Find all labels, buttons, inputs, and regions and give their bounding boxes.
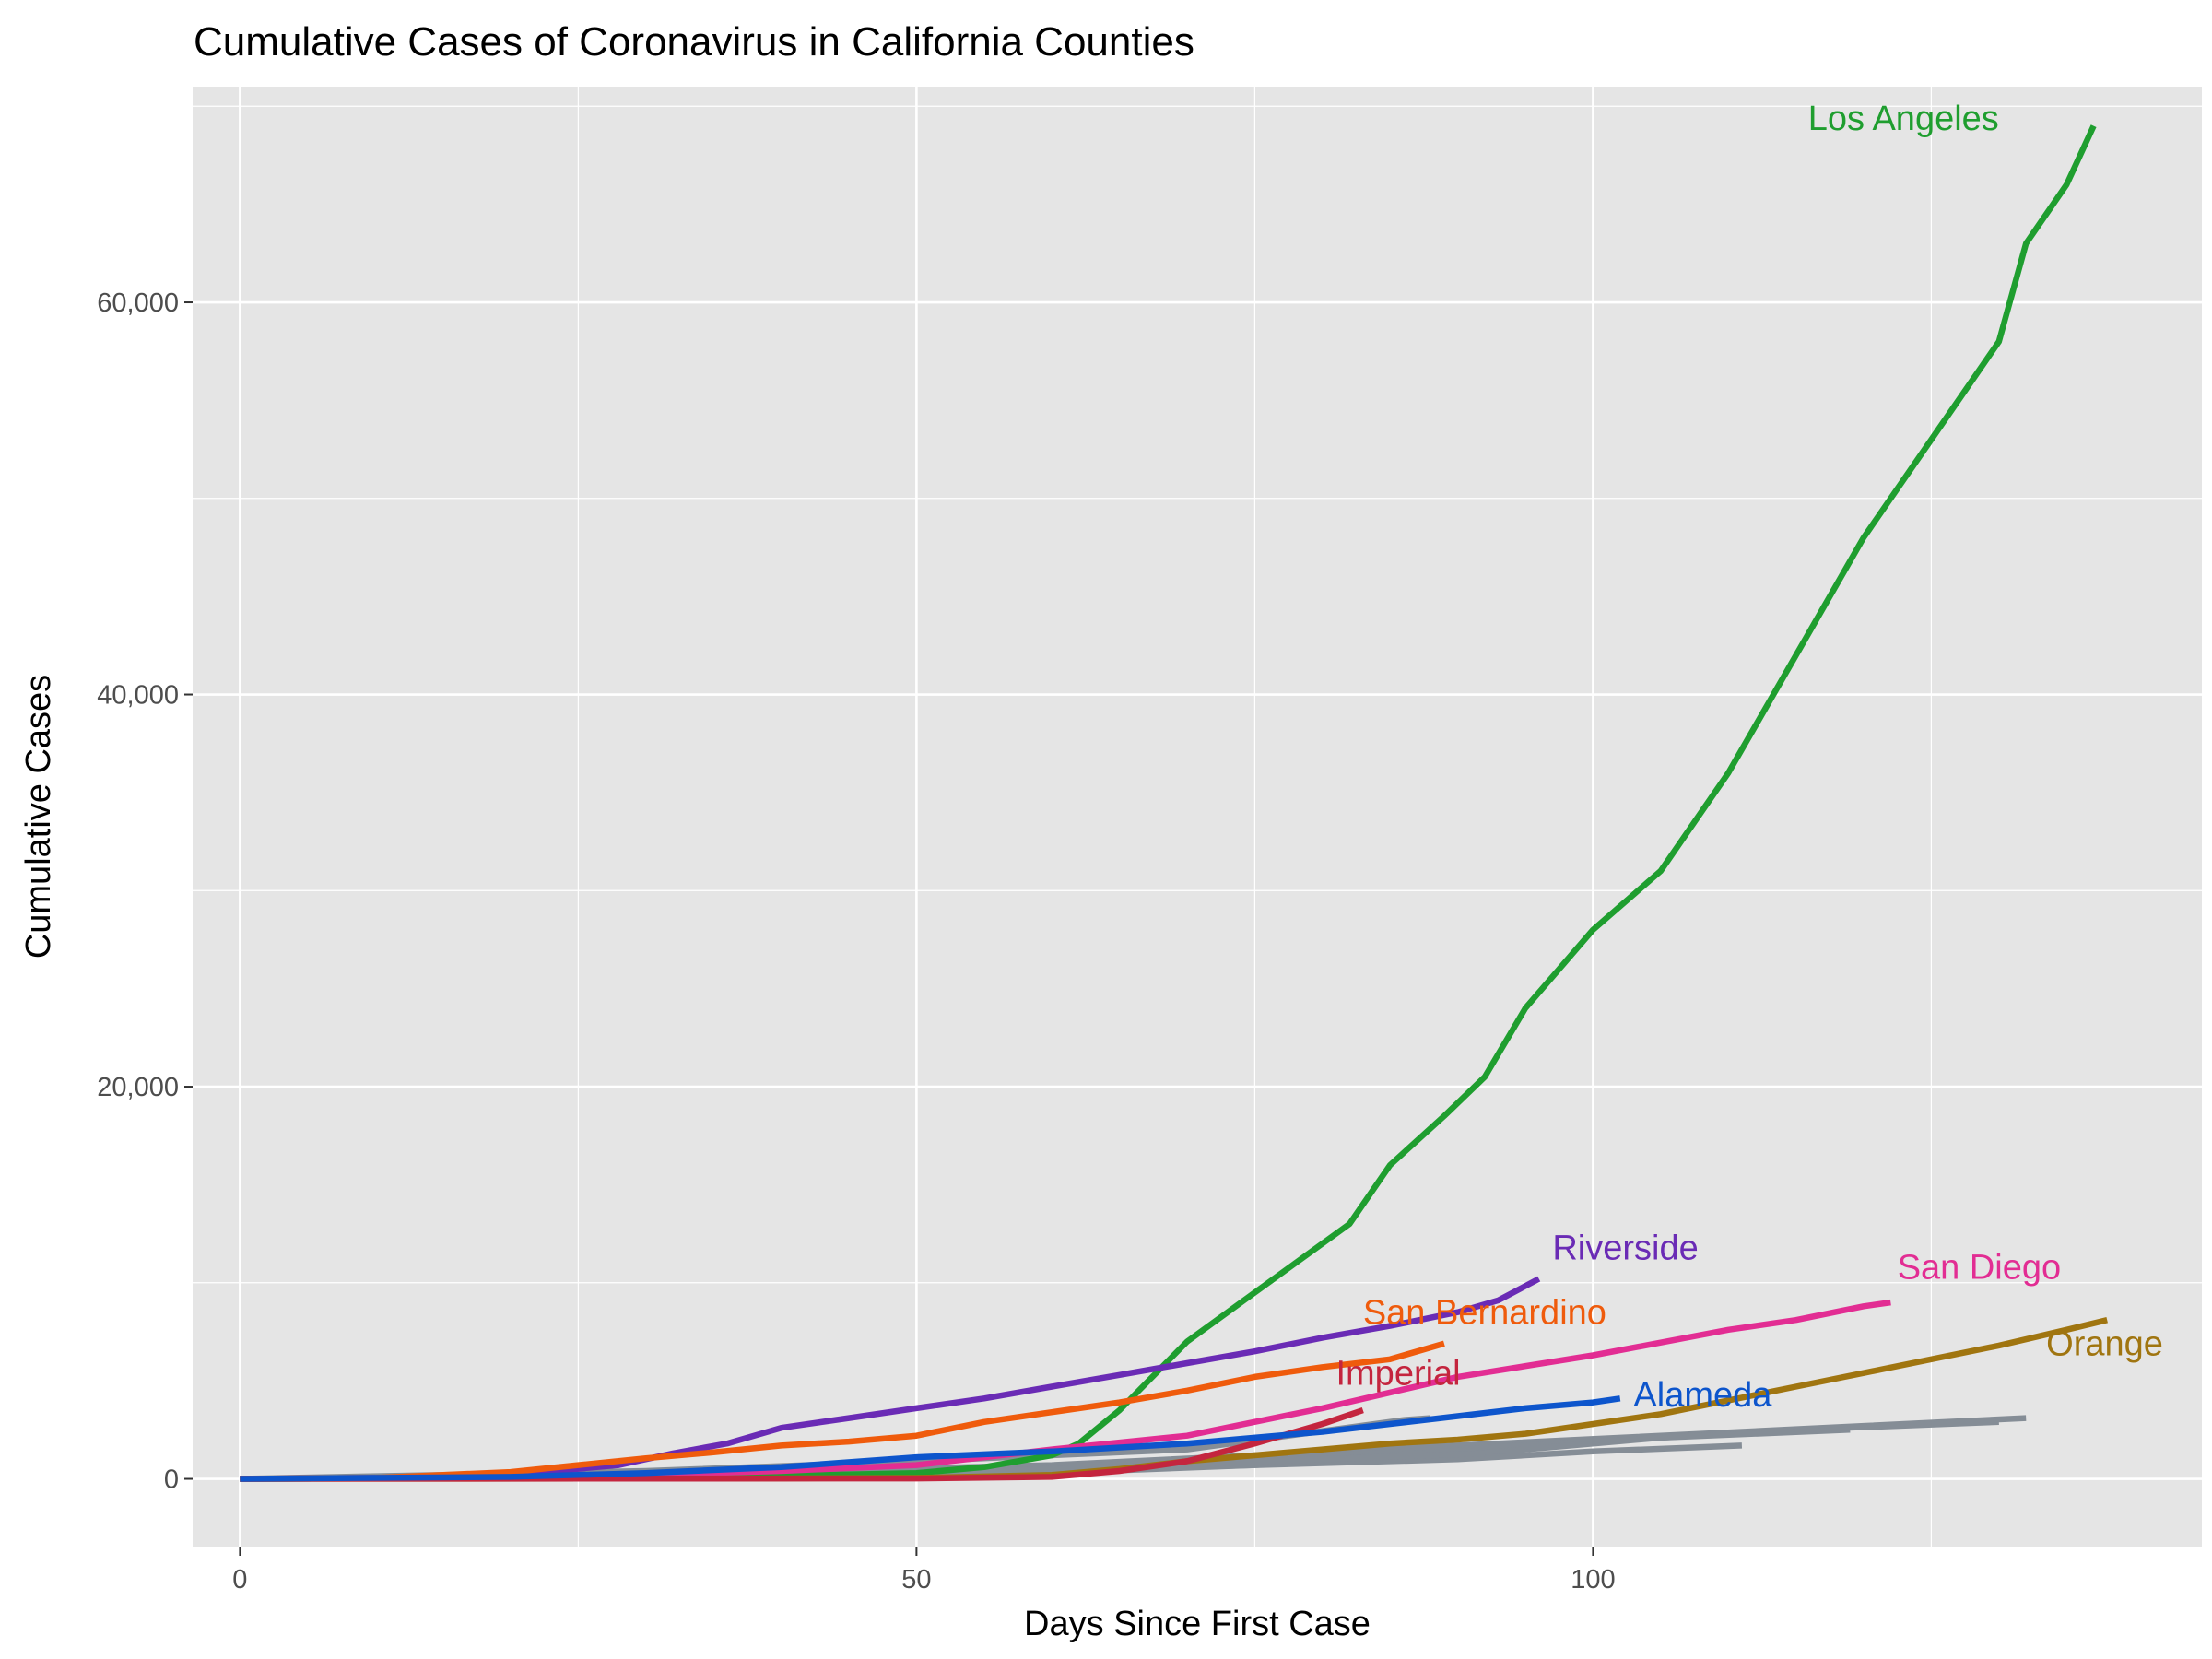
x-axis-title: Days Since First Case — [1024, 1605, 1371, 1643]
series-line-alameda — [240, 1395, 1621, 1482]
series-label-imperial: Imperial — [1335, 1354, 1460, 1393]
series-label-alameda: Alameda — [1633, 1376, 1772, 1415]
series-line-riverside — [240, 1276, 1541, 1482]
series-line-san-bernardino — [240, 1340, 1445, 1482]
y-axis-ticks: 0 20,000 40,000 60,000 — [97, 288, 193, 1495]
chart-title: Cumulative Cases of Coronavirus in Calif… — [194, 19, 1194, 65]
minor-gridlines — [193, 87, 2202, 1547]
y-tick-label: 0 — [164, 1465, 179, 1495]
y-tick-label: 40,000 — [97, 681, 179, 711]
x-tick-label: 50 — [901, 1565, 931, 1594]
series-label-los-angeles: Los Angeles — [1808, 100, 1999, 138]
y-tick-label: 60,000 — [97, 288, 179, 318]
series-line-los-angeles — [240, 124, 2097, 1482]
series-labels: Los Angeles Riverside San Bernardino San Di… — [1335, 100, 2162, 1415]
y-axis-title: Cumulative Cases — [19, 675, 58, 959]
series-label-riverside: Riverside — [1552, 1229, 1698, 1267]
x-tick-label: 0 — [232, 1565, 247, 1594]
plot-panel — [193, 87, 2202, 1547]
series-label-orange: Orange — [2046, 1325, 2163, 1364]
series-line-imperial — [240, 1407, 1364, 1482]
x-tick-label: 100 — [1571, 1565, 1615, 1594]
series-lines — [240, 124, 2108, 1482]
y-tick-label: 20,000 — [97, 1073, 179, 1102]
series-label-san-diego: San Diego — [1898, 1249, 2061, 1288]
x-axis-ticks: 0 50 100 — [232, 1547, 1616, 1594]
series-label-san-bernardino: San Bernardino — [1363, 1293, 1606, 1332]
